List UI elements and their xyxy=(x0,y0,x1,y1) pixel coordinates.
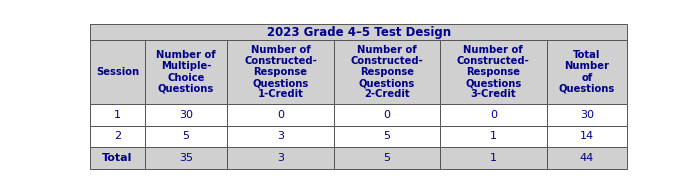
Text: 5: 5 xyxy=(384,153,391,163)
Text: 1: 1 xyxy=(490,131,497,142)
Bar xyxy=(334,40,440,104)
Text: 30: 30 xyxy=(580,110,594,120)
Bar xyxy=(440,40,547,104)
Bar xyxy=(334,125,440,147)
Bar xyxy=(145,147,228,169)
Bar xyxy=(547,104,627,125)
Bar xyxy=(440,125,547,147)
Bar xyxy=(145,125,228,147)
Text: 3: 3 xyxy=(277,131,284,142)
Text: Number of
Multiple-
Choice
Questions: Number of Multiple- Choice Questions xyxy=(156,50,216,94)
Text: 0: 0 xyxy=(490,110,497,120)
Bar xyxy=(145,104,228,125)
Bar xyxy=(228,40,334,104)
Text: 35: 35 xyxy=(179,153,193,163)
Text: 0: 0 xyxy=(384,110,391,120)
Bar xyxy=(547,125,627,147)
Text: 3: 3 xyxy=(277,153,284,163)
Text: Number of
Constructed-
Response
Questions
2-Credit: Number of Constructed- Response Question… xyxy=(351,45,424,100)
Text: 44: 44 xyxy=(580,153,594,163)
Text: 30: 30 xyxy=(179,110,193,120)
Text: Session: Session xyxy=(96,67,139,77)
Text: 5: 5 xyxy=(183,131,190,142)
Bar xyxy=(440,104,547,125)
Text: Number of
Constructed-
Response
Questions
1-Credit: Number of Constructed- Response Question… xyxy=(244,45,317,100)
Bar xyxy=(228,104,334,125)
Text: 5: 5 xyxy=(384,131,391,142)
Bar xyxy=(228,147,334,169)
Text: 1: 1 xyxy=(490,153,497,163)
Text: 0: 0 xyxy=(277,110,284,120)
Bar xyxy=(228,125,334,147)
Bar xyxy=(334,147,440,169)
Bar xyxy=(90,125,145,147)
Text: 2: 2 xyxy=(114,131,121,142)
Text: 14: 14 xyxy=(580,131,594,142)
Bar xyxy=(547,147,627,169)
Bar xyxy=(90,147,145,169)
Text: Number of
Constructed-
Response
Questions
3-Credit: Number of Constructed- Response Question… xyxy=(457,45,530,100)
Bar xyxy=(334,104,440,125)
Bar xyxy=(145,40,228,104)
Bar xyxy=(90,40,145,104)
Text: 2023 Grade 4–5 Test Design: 2023 Grade 4–5 Test Design xyxy=(267,26,451,39)
Text: 1: 1 xyxy=(114,110,121,120)
Text: Total: Total xyxy=(102,153,133,163)
Text: Total
Number
of
Questions: Total Number of Questions xyxy=(559,50,615,94)
Bar xyxy=(90,104,145,125)
Bar xyxy=(547,40,627,104)
Bar xyxy=(90,24,627,40)
Bar xyxy=(440,147,547,169)
